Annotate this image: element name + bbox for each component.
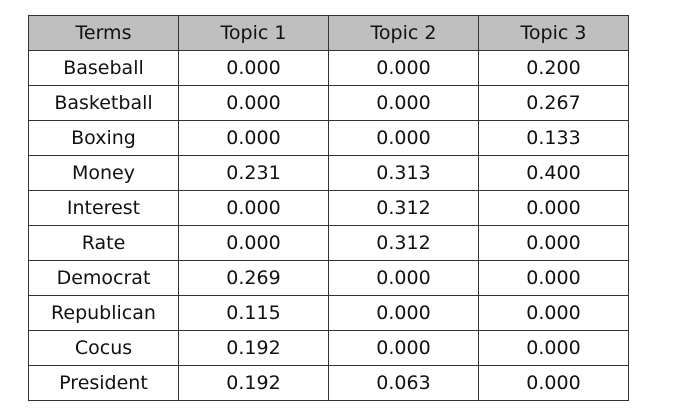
value-cell: 0.115 bbox=[178, 295, 329, 331]
term-cell: Basketball bbox=[28, 85, 179, 121]
value-cell: 0.000 bbox=[328, 85, 479, 121]
value-cell: 0.000 bbox=[178, 120, 329, 156]
term-cell: Rate bbox=[28, 225, 179, 261]
value-cell: 0.200 bbox=[478, 50, 629, 86]
table-row: Money 0.231 0.313 0.400 bbox=[28, 155, 629, 191]
value-cell: 0.000 bbox=[178, 225, 329, 261]
table-row: Baseball 0.000 0.000 0.200 bbox=[28, 50, 629, 86]
value-cell: 0.000 bbox=[178, 85, 329, 121]
table-row: President 0.192 0.063 0.000 bbox=[28, 365, 629, 401]
topic-table: Terms Topic 1 Topic 2 Topic 3 Baseball 0.000… bbox=[28, 15, 629, 401]
value-cell: 0.000 bbox=[328, 260, 479, 296]
table-row: Democrat 0.269 0.000 0.000 bbox=[28, 260, 629, 296]
value-cell: 0.192 bbox=[178, 330, 329, 366]
value-cell: 0.267 bbox=[478, 85, 629, 121]
value-cell: 0.063 bbox=[328, 365, 479, 401]
value-cell: 0.000 bbox=[478, 330, 629, 366]
table-row: Rate 0.000 0.312 0.000 bbox=[28, 225, 629, 261]
value-cell: 0.269 bbox=[178, 260, 329, 296]
table-body: Baseball 0.000 0.000 0.200 Basketball 0.000 0.… bbox=[28, 50, 629, 401]
value-cell: 0.312 bbox=[328, 190, 479, 226]
value-cell: 0.000 bbox=[478, 295, 629, 331]
term-cell: Cocus bbox=[28, 330, 179, 366]
value-cell: 0.313 bbox=[328, 155, 479, 191]
header-cell: Topic 2 bbox=[328, 15, 479, 51]
table-row: Boxing 0.000 0.000 0.133 bbox=[28, 120, 629, 156]
value-cell: 0.000 bbox=[478, 260, 629, 296]
value-cell: 0.000 bbox=[178, 190, 329, 226]
value-cell: 0.312 bbox=[328, 225, 479, 261]
table-row: Interest 0.000 0.312 0.000 bbox=[28, 190, 629, 226]
term-cell: Money bbox=[28, 155, 179, 191]
header-row: Terms Topic 1 Topic 2 Topic 3 bbox=[28, 15, 629, 51]
value-cell: 0.000 bbox=[328, 50, 479, 86]
table-row: Republican 0.115 0.000 0.000 bbox=[28, 295, 629, 331]
term-cell: President bbox=[28, 365, 179, 401]
value-cell: 0.000 bbox=[328, 330, 479, 366]
header-cell: Topic 3 bbox=[478, 15, 629, 51]
value-cell: 0.000 bbox=[478, 365, 629, 401]
value-cell: 0.000 bbox=[328, 295, 479, 331]
term-cell: Republican bbox=[28, 295, 179, 331]
value-cell: 0.000 bbox=[328, 120, 479, 156]
table-row: Basketball 0.000 0.000 0.267 bbox=[28, 85, 629, 121]
table-header: Terms Topic 1 Topic 2 Topic 3 bbox=[28, 15, 629, 51]
term-cell: Interest bbox=[28, 190, 179, 226]
value-cell: 0.000 bbox=[478, 190, 629, 226]
term-cell: Boxing bbox=[28, 120, 179, 156]
value-cell: 0.192 bbox=[178, 365, 329, 401]
term-cell: Baseball bbox=[28, 50, 179, 86]
header-cell: Topic 1 bbox=[178, 15, 329, 51]
table-row: Cocus 0.192 0.000 0.000 bbox=[28, 330, 629, 366]
value-cell: 0.133 bbox=[478, 120, 629, 156]
value-cell: 0.000 bbox=[478, 225, 629, 261]
value-cell: 0.000 bbox=[178, 50, 329, 86]
header-cell: Terms bbox=[28, 15, 179, 51]
value-cell: 0.231 bbox=[178, 155, 329, 191]
term-cell: Democrat bbox=[28, 260, 179, 296]
value-cell: 0.400 bbox=[478, 155, 629, 191]
